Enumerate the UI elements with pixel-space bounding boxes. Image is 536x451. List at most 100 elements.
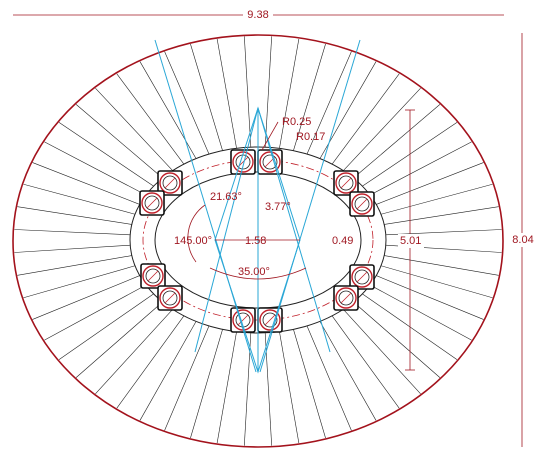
radial-line [190,43,223,151]
dim-label: 5.01 [400,235,421,247]
radial-line [343,309,421,395]
cable-mark [340,292,352,304]
radial-lines [14,36,502,446]
dim-label: 9.38 [247,9,268,21]
dim-label: 35.00° [238,266,270,278]
guide-line [154,39,257,373]
label-bg [398,234,424,248]
radial-line [216,331,237,444]
radial-line [380,265,493,299]
cable-inner [144,195,160,211]
label-bg [513,233,533,247]
cable-outer [159,287,181,309]
radial-line [385,229,502,236]
radial-line [376,275,484,320]
radial-line [17,255,132,276]
radial-line [14,229,131,236]
radial-line [164,325,210,431]
dim-label: 1.58 [245,235,266,247]
radial-line [331,73,400,165]
cable-outer [159,172,181,194]
center-line [142,159,374,321]
cable-mark [146,197,158,209]
radial-line [14,244,131,253]
radial-line [23,265,136,299]
radial-line [319,321,377,421]
radial-line [216,38,237,149]
cable-inner [145,268,161,284]
cable-outer [259,309,281,331]
radial-line [293,43,326,151]
cable-mark [356,271,368,283]
dim-label: R0.25 [282,116,311,128]
cable-outer [141,192,163,214]
radial-line [369,284,472,341]
radial-line [58,122,154,187]
cable-inner [338,175,354,191]
dim-label: 3.77° [265,201,291,213]
cable-inner [338,290,354,306]
radial-line [380,183,493,215]
cable-mark [164,292,176,304]
cable-mark [164,177,176,189]
radial-line [32,162,140,205]
radial-line [32,275,140,320]
radial-line [95,87,173,171]
radial-line [75,301,163,378]
radial-line [58,293,154,360]
radial-line [353,301,441,378]
cable-inner [262,312,278,328]
cable-mark [237,314,249,326]
guide-line [259,39,361,373]
dim-label: 0.49 [332,235,353,247]
cable-mark [340,177,352,189]
cable-outer [259,151,281,173]
label-bg [243,8,273,22]
radial-line [279,331,300,444]
cable-outer [142,265,164,287]
radial-line [306,325,352,431]
radial-line [331,315,400,409]
radial-line [244,332,252,446]
cable-inner [354,196,370,212]
radial-line [376,162,484,205]
radial-line [384,206,499,225]
radial-line [369,141,472,196]
cable-outer [232,151,254,173]
cable-inner [262,154,278,170]
radial-line [306,51,352,155]
radial-line [244,36,252,148]
radial-line [75,104,163,179]
radial-line [190,329,223,439]
radial-line [95,309,173,395]
radial-line [353,104,441,179]
dim-label: R0.17 [296,131,325,143]
cable-mark [356,198,368,210]
radial-line [139,321,197,421]
cable-mark [264,314,276,326]
radial-line [17,206,132,225]
cable-inner [162,290,178,306]
cable-mark [147,270,159,282]
radial-line [44,284,147,341]
radial-line [116,73,185,165]
cables [139,149,375,333]
radial-line [116,315,185,409]
guide-line [257,107,331,353]
outer-boundary [12,34,504,448]
leader [261,121,279,151]
cable-outer [335,172,357,194]
radial-line [279,38,300,149]
radial-line [44,141,147,196]
cable-inner [354,269,370,285]
radial-line [293,329,326,439]
cable-outer [351,266,373,288]
guide-line [194,107,259,353]
radial-line [264,332,272,446]
radial-line [139,61,197,159]
dim-arc [187,204,206,263]
dim-label: 145.00° [174,235,212,247]
dim-label: 21.63° [210,191,242,203]
radial-line [264,36,272,148]
